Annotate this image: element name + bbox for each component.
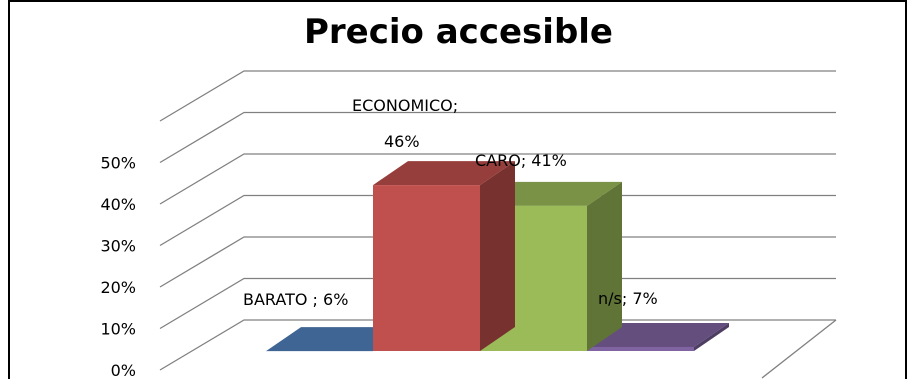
bar-side bbox=[694, 322, 729, 351]
y-axis-ticks: 0% 10% 20% 30% 40% 50% bbox=[100, 154, 136, 379]
y-tick-label: 10% bbox=[100, 320, 136, 339]
bar-front bbox=[587, 346, 694, 351]
bar-side bbox=[587, 181, 622, 351]
data-label: 46% bbox=[384, 132, 420, 151]
gridline bbox=[159, 153, 836, 205]
gridline bbox=[159, 111, 836, 164]
y-tick-label: 20% bbox=[100, 278, 136, 297]
floor-edge bbox=[761, 319, 837, 379]
bar-side bbox=[480, 161, 515, 351]
bar-top bbox=[266, 327, 408, 352]
data-labels: BARATO ; 6% ECONOMICO; 46% CARO; 41% n/s; 7% bbox=[243, 96, 658, 309]
bar-top bbox=[373, 161, 515, 186]
bar-ns bbox=[587, 322, 729, 351]
y-tick-label: 50% bbox=[100, 154, 136, 173]
gridline bbox=[159, 277, 836, 330]
bar-top bbox=[480, 181, 622, 206]
bar-top bbox=[587, 322, 729, 347]
chart-gridlines bbox=[159, 70, 837, 379]
bar-front bbox=[373, 185, 480, 351]
chart-bars bbox=[266, 161, 729, 352]
data-label: BARATO ; 6% bbox=[243, 290, 348, 309]
gridline bbox=[159, 194, 836, 247]
gridline bbox=[159, 70, 836, 122]
y-tick-label: 30% bbox=[100, 237, 136, 256]
chart-title: Precio accesible bbox=[303, 12, 613, 52]
gridline bbox=[159, 319, 836, 371]
data-label: CARO; 41% bbox=[475, 151, 567, 170]
data-label: n/s; 7% bbox=[598, 289, 658, 308]
data-label: ECONOMICO; bbox=[352, 96, 458, 115]
y-tick-label: 40% bbox=[100, 195, 136, 214]
bar-economico bbox=[373, 161, 515, 351]
gridline bbox=[159, 236, 836, 288]
y-tick-label: 0% bbox=[111, 361, 136, 379]
